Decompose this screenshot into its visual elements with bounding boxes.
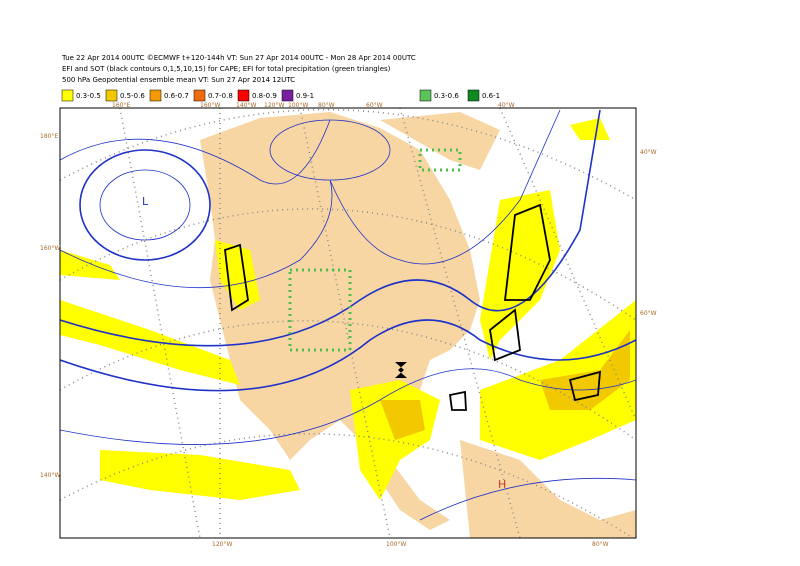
legend-swatch (419, 89, 432, 102)
legend-swatch (61, 89, 74, 102)
legend-swatch (281, 89, 294, 102)
efi-areas-strong (380, 330, 630, 440)
coordinate-label: 120°W (264, 102, 284, 109)
pressure-center: H (498, 478, 506, 491)
coordinate-label: 140°W (40, 472, 60, 479)
legend-label: 0.3-0.6 (434, 92, 459, 100)
legend-label: 0.6-1 (482, 92, 500, 100)
arctic-islands (380, 112, 500, 170)
coordinate-label: 100°W (288, 102, 308, 109)
legend-label: 0.7-0.8 (208, 92, 233, 100)
coordinate-label: 180°E (40, 133, 58, 140)
legend-label: 0.3-0.5 (76, 92, 101, 100)
map (60, 108, 636, 538)
coordinate-label: 160°W (40, 245, 60, 252)
header-line: EFI and SOT (black contours 0,1,5,10,15)… (62, 65, 391, 73)
map-frame (59, 107, 637, 539)
location-marker (395, 362, 407, 378)
coordinate-label: 60°W (640, 310, 657, 317)
coordinate-label: 100°W (386, 541, 406, 548)
legend: 0.3-0.5 0.5-0.6 0.6-0.7 0.7-0.8 0.8-0.9 0.9-1… (61, 89, 500, 102)
map-labels: 160°E 160°W 140°W 120°W 100°W 80°W 60°W 40°W 180… (40, 102, 657, 548)
legend-swatch (149, 89, 162, 102)
coordinate-label: 120°W (212, 541, 232, 548)
legend-swatch (105, 89, 118, 102)
header-line: 500 hPa Geopotential ensemble mean VT: S… (62, 76, 295, 84)
coordinate-label: 80°W (592, 541, 609, 548)
coordinate-label: 80°W (318, 102, 335, 109)
cape-contours (224, 203, 602, 411)
legend-label: 0.6-0.7 (164, 92, 189, 100)
coordinate-label: 160°W (200, 102, 220, 109)
coordinate-label: 40°W (498, 102, 515, 109)
graticule (60, 108, 636, 538)
coordinate-label: 140°W (236, 102, 256, 109)
legend-label: 0.9-1 (296, 92, 314, 100)
legend-swatch (237, 89, 250, 102)
coordinate-label: 160°E (112, 102, 130, 109)
coordinate-label: 60°W (366, 102, 383, 109)
header-line: Tue 22 Apr 2014 00UTC ©ECMWF t+120-144h … (61, 54, 416, 62)
south-america (460, 440, 636, 538)
header: Tue 22 Apr 2014 00UTC ©ECMWF t+120-144h … (61, 54, 416, 84)
legend-label: 0.8-0.9 (252, 92, 277, 100)
legend-swatch (467, 89, 480, 102)
precip-triangles (288, 148, 462, 352)
legend-swatch (193, 89, 206, 102)
coordinate-label: 40°W (640, 149, 657, 156)
pressure-center: L (142, 195, 149, 208)
legend-label: 0.5-0.6 (120, 92, 145, 100)
north-america (200, 112, 480, 530)
